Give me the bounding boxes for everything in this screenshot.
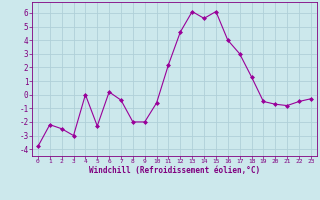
X-axis label: Windchill (Refroidissement éolien,°C): Windchill (Refroidissement éolien,°C): [89, 166, 260, 175]
